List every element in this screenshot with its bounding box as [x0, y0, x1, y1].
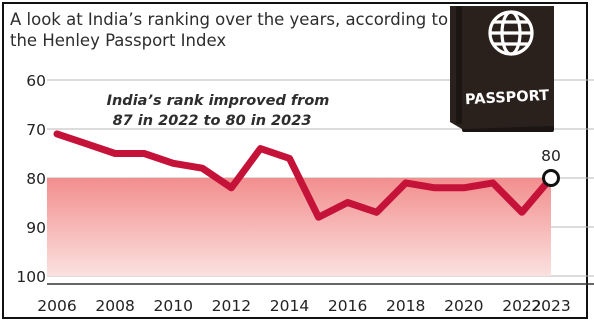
annotation-line-2: 87 in 2022 to 80 in 2023 [113, 113, 312, 129]
globe-icon [488, 10, 534, 56]
passport-icon: PASSPORT [450, 6, 554, 132]
point-labels: 80 [541, 147, 561, 187]
y-tick-label: 80 [26, 170, 46, 188]
y-tick-label: 100 [16, 268, 46, 286]
y-tick-label: 60 [26, 72, 46, 90]
x-tick-label: 2018 [386, 297, 425, 315]
rank-line [53, 130, 555, 221]
y-tick-label: 90 [26, 219, 46, 237]
x-tick-label: 2012 [212, 297, 251, 315]
annotation: India’s rank improved from 87 in 2022 to… [107, 93, 330, 129]
x-tick-label: 2020 [444, 297, 483, 315]
y-axis: 60 70 80 90 100 [16, 72, 46, 286]
x-tick-label: 2016 [328, 297, 367, 315]
x-tick-label: 2010 [154, 297, 193, 315]
y-tick-label: 70 [26, 121, 46, 139]
annotation-line-1: India’s rank improved from [107, 93, 330, 109]
end-point-marker [542, 169, 560, 187]
x-tick-label: 2006 [37, 297, 76, 315]
series-line [53, 130, 555, 221]
x-tick-label: 2022 [502, 297, 541, 315]
area-fill [47, 178, 551, 276]
passport-label: PASSPORT [465, 88, 550, 108]
chart-title: A look at India’s ranking over the years… [10, 10, 449, 50]
x-tick-label: 2014 [270, 297, 309, 315]
x-tick-label: 2008 [95, 297, 134, 315]
chart-frame [2, 2, 588, 319]
end-point-label: 80 [541, 147, 561, 165]
area-band [47, 178, 551, 276]
x-tick-label: 2023 [531, 297, 570, 315]
